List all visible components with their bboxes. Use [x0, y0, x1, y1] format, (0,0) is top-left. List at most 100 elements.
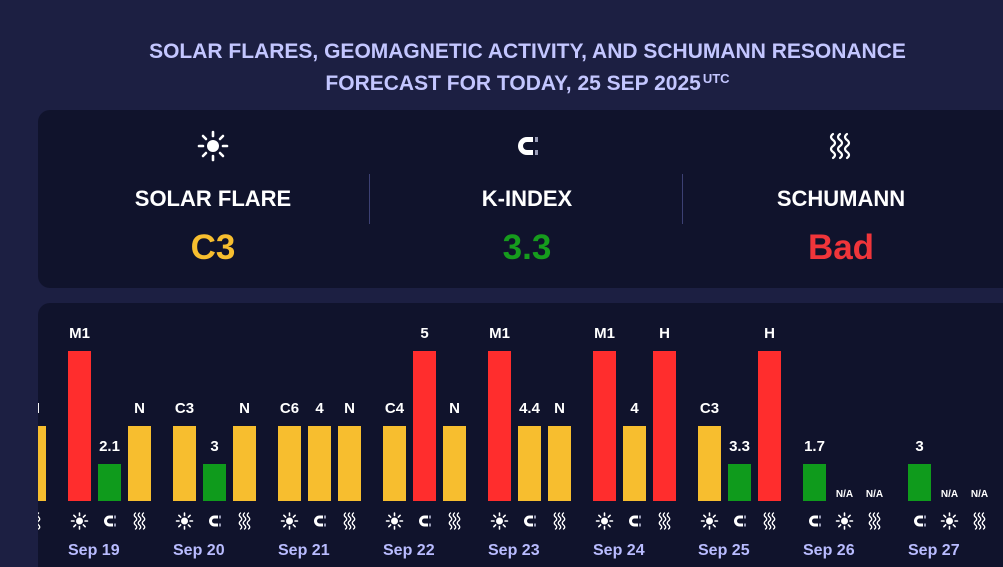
- sun-core: [76, 517, 83, 525]
- day-date-label: Sep 26: [803, 542, 855, 559]
- magnet-icon: [809, 515, 821, 527]
- sun-ray: [493, 524, 497, 528]
- wave-line: [347, 512, 352, 530]
- wave-line: [133, 512, 138, 530]
- bar-value-label: M1: [489, 325, 510, 342]
- bar-value-label: 3: [210, 438, 218, 455]
- wave-line: [452, 512, 457, 530]
- day-date-label: Sep 21: [278, 542, 330, 559]
- sun-ray: [388, 514, 392, 518]
- wave-line: [662, 512, 667, 530]
- k-index-label: K-INDEX: [481, 186, 573, 211]
- magnet-body: [314, 515, 323, 527]
- waves-icon: [38, 512, 41, 530]
- magnet-body: [104, 515, 113, 527]
- wave-line: [981, 512, 986, 530]
- k-index-value: 3.3: [502, 228, 552, 267]
- magnet-pole: [429, 523, 431, 527]
- divider: [682, 174, 683, 224]
- magnet-icon: [914, 515, 926, 527]
- magnet-pole: [324, 523, 326, 527]
- magnet-icon: [209, 515, 221, 527]
- wave-line: [553, 512, 558, 530]
- waves-icon: [343, 512, 356, 530]
- bar-value-label: C3: [175, 400, 194, 417]
- magnet-body: [629, 515, 638, 527]
- k-index-summary: K-INDEX 3.3: [362, 110, 692, 288]
- sun-ray: [397, 514, 401, 518]
- bar: [278, 426, 301, 501]
- bar-value-label: N: [134, 400, 145, 417]
- magnet-pole: [324, 515, 326, 519]
- sun-ray: [502, 524, 506, 528]
- waves-icon: [133, 512, 146, 530]
- sun-icon: [280, 512, 299, 530]
- magnet-body: [734, 515, 743, 527]
- bar-value-label: N: [38, 400, 40, 417]
- sun-ray: [73, 514, 77, 518]
- bar-value-label: N/A: [971, 489, 988, 500]
- sun-core: [181, 517, 188, 525]
- bar: [98, 464, 121, 501]
- sun-core: [601, 517, 608, 525]
- bar-value-label: N/A: [836, 489, 853, 500]
- wave-line: [448, 512, 453, 530]
- sun-ray: [847, 524, 851, 528]
- sun-ray: [187, 514, 191, 518]
- sun-core: [496, 517, 503, 525]
- sun-icon: [175, 512, 194, 530]
- bar: [698, 426, 721, 501]
- wave-line: [666, 512, 671, 530]
- sun-icon: [835, 512, 854, 530]
- sun-ray: [502, 514, 506, 518]
- sun-core: [391, 517, 398, 525]
- solar-flare-summary: SOLAR FLARE C3: [48, 110, 378, 288]
- bar-value-label: 4: [315, 400, 324, 417]
- day-date-label: Sep 19: [68, 542, 120, 559]
- bar-value-label: M1: [594, 325, 615, 342]
- sun-ray: [397, 524, 401, 528]
- sun-ray: [712, 514, 716, 518]
- sun-ray: [838, 524, 842, 528]
- wave-line: [561, 512, 566, 530]
- wave-line: [351, 512, 356, 530]
- bar-value-label: M1: [69, 325, 90, 342]
- sun-icon: [595, 512, 614, 530]
- solar-flare-value: C3: [190, 228, 236, 267]
- bar-value-label: 2.1: [99, 438, 120, 455]
- magnet-pole: [639, 515, 641, 519]
- magnet-pole: [744, 515, 746, 519]
- today-summary-panel: SOLAR FLARE C3 K-INDEX 3.3 SCHUMANN: [38, 110, 1003, 288]
- sun-ray: [283, 524, 287, 528]
- magnet-icon: [734, 515, 746, 527]
- sun-icon: [490, 512, 509, 530]
- bar: [128, 426, 151, 501]
- sun-ray: [187, 524, 191, 528]
- magnet-icon: [362, 130, 692, 162]
- magnet-icon: [314, 515, 326, 527]
- bar-value-label: 5: [420, 325, 428, 342]
- magnet-icon: [524, 515, 536, 527]
- sun-ray: [838, 514, 842, 518]
- magnet-pole: [219, 515, 221, 519]
- sun-icon: [700, 512, 719, 530]
- waves-icon: [973, 512, 986, 530]
- bar: [593, 351, 616, 501]
- bar-value-label: C6: [280, 400, 299, 417]
- sun-ray: [943, 514, 947, 518]
- magnet-pole: [924, 515, 926, 519]
- wave-line: [771, 512, 776, 530]
- sun-ray: [82, 524, 86, 528]
- bar: [338, 426, 361, 501]
- schumann-summary: SCHUMANN Bad: [676, 110, 1003, 288]
- schumann-value: Bad: [807, 228, 875, 267]
- magnet-icon: [629, 515, 641, 527]
- bar-value-label: N/A: [866, 489, 883, 500]
- sun-ray: [178, 514, 182, 518]
- day-date-label: Sep 27: [908, 542, 960, 559]
- wave-line: [872, 512, 877, 530]
- wave-line: [456, 512, 461, 530]
- bar: [233, 426, 256, 501]
- sun-core: [286, 517, 293, 525]
- sun-icon: [940, 512, 959, 530]
